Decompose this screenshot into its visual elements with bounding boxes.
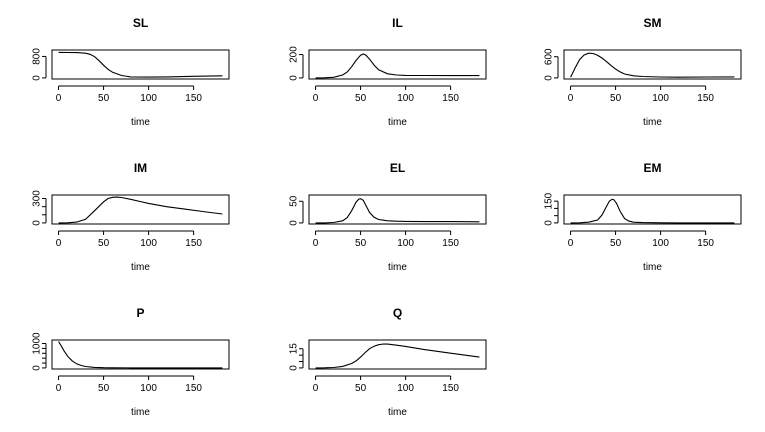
x-axis-label: time [643,117,662,128]
x-tick-label: 50 [610,238,622,249]
y-tick-label: 15 [289,343,300,355]
panel-q: Q 0 50 100 150 0 15 time [289,306,487,418]
y-tick-label: 0 [32,365,43,371]
y-tick-label: 0 [544,220,555,226]
plot-frame [563,194,742,225]
x-tick-label: 0 [56,93,62,104]
x-tick-label: 100 [397,93,414,104]
panel-title: Q [393,306,402,320]
panel-sm: SM 0 50 100 150 0 600 time [544,16,742,128]
x-tick-label: 0 [568,238,574,249]
panel-title: SL [133,16,148,30]
x-axis-label: time [131,117,150,128]
series-line-im [58,196,223,224]
x-tick-label: 50 [355,93,367,104]
series-line-em [570,198,735,224]
y-tick-label: 1000 [32,332,43,355]
plot-frame [563,49,742,80]
y-tick-label: 200 [289,46,300,63]
x-tick-label: 50 [98,238,110,249]
x-tick-label: 150 [185,93,202,104]
panel-title: P [136,306,144,320]
x-tick-label: 50 [610,93,622,104]
y-tick-label: 0 [32,75,43,81]
x-tick-label: 0 [56,238,62,249]
plot-frame [308,339,487,370]
x-axis-label: time [388,262,407,273]
series-line-p [58,341,223,369]
x-tick-label: 0 [56,383,62,394]
series-line-q [315,343,480,369]
x-tick-label: 100 [140,238,157,249]
x-axis-label: time [388,117,407,128]
x-tick-label: 50 [355,238,367,249]
x-tick-label: 100 [652,238,669,249]
panel-title: IM [134,161,147,175]
plot-frame [308,194,487,225]
x-tick-label: 0 [313,238,319,249]
x-tick-label: 150 [442,238,459,249]
x-tick-label: 150 [185,238,202,249]
x-tick-label: 100 [140,383,157,394]
series-line-el [315,198,480,224]
x-tick-label: 100 [397,383,414,394]
y-tick-label: 0 [289,220,300,226]
y-tick-label: 0 [289,75,300,81]
plot-frame [51,339,230,370]
x-tick-label: 50 [355,383,367,394]
panel-il: IL 0 50 100 150 0 200 time [289,16,487,128]
x-tick-label: 150 [442,383,459,394]
y-tick-label: 50 [289,195,300,207]
x-tick-label: 150 [697,93,714,104]
panel-p: P 0 50 100 150 0 1000 time [32,306,230,418]
x-axis-label: time [131,407,150,418]
x-tick-label: 100 [397,238,414,249]
x-tick-label: 150 [185,383,202,394]
series-line-il [315,53,480,79]
x-tick-label: 0 [313,383,319,394]
x-axis-label: time [643,262,662,273]
series-line-sl [58,51,223,78]
panel-im: IM 0 50 100 150 0 300 time [32,161,230,273]
x-tick-label: 100 [652,93,669,104]
y-tick-label: 0 [289,365,300,371]
y-tick-label: 150 [544,192,555,209]
panel-sl: SL 0 50 100 150 0 800 time [32,16,230,128]
plot-frame [308,49,487,80]
series-line-sm [570,52,735,78]
panel-title: SM [644,16,662,30]
x-axis-label: time [388,407,407,418]
x-tick-label: 100 [140,93,157,104]
x-tick-label: 150 [697,238,714,249]
panel-em: EM 0 50 100 150 0 150 time [544,161,742,273]
plot-frame [51,49,230,80]
y-tick-label: 0 [544,75,555,81]
panel-el: EL 0 50 100 150 0 50 time [289,161,487,273]
panel-title: EM [644,161,662,175]
panel-title: EL [390,161,405,175]
y-tick-label: 800 [32,48,43,65]
plot-frame [51,194,230,225]
y-tick-label: 600 [544,48,555,65]
y-tick-label: 300 [32,190,43,207]
x-tick-label: 50 [98,383,110,394]
x-axis-label: time [131,262,150,273]
x-tick-label: 150 [442,93,459,104]
panel-title: IL [392,16,403,30]
y-tick-label: 0 [32,220,43,226]
x-tick-label: 0 [313,93,319,104]
x-tick-label: 0 [568,93,574,104]
x-tick-label: 50 [98,93,110,104]
